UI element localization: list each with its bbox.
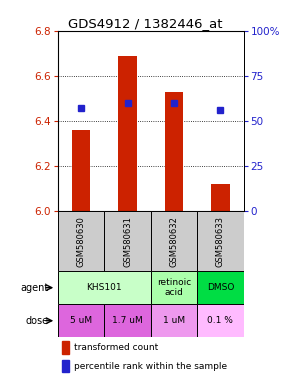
Bar	[165, 91, 183, 211]
Bar	[58, 304, 104, 337]
Bar	[58, 271, 151, 304]
Text: GSM580630: GSM580630	[77, 216, 86, 266]
Text: GDS4912 / 1382446_at: GDS4912 / 1382446_at	[68, 17, 222, 30]
Text: dose: dose	[26, 316, 49, 326]
Text: agent: agent	[21, 283, 49, 293]
Text: GSM580632: GSM580632	[169, 216, 179, 266]
Text: 0.1 %: 0.1 %	[207, 316, 233, 325]
Text: 5 uM: 5 uM	[70, 316, 92, 325]
Text: KHS101: KHS101	[87, 283, 122, 292]
Bar	[62, 360, 69, 372]
Bar	[151, 271, 197, 304]
Bar	[104, 211, 151, 271]
Bar	[211, 184, 230, 211]
Bar	[151, 211, 197, 271]
Text: 1 uM: 1 uM	[163, 316, 185, 325]
Text: transformed count: transformed count	[75, 343, 159, 352]
Text: GSM580631: GSM580631	[123, 216, 132, 266]
Bar	[151, 304, 197, 337]
Bar	[62, 341, 69, 354]
Bar	[72, 130, 90, 211]
Bar	[104, 304, 151, 337]
Text: GSM580633: GSM580633	[216, 215, 225, 266]
Bar	[197, 304, 244, 337]
Bar	[58, 211, 104, 271]
Text: 1.7 uM: 1.7 uM	[112, 316, 143, 325]
Text: DMSO: DMSO	[207, 283, 234, 292]
Bar	[118, 56, 137, 211]
Text: percentile rank within the sample: percentile rank within the sample	[75, 362, 228, 371]
Text: retinoic
acid: retinoic acid	[157, 278, 191, 297]
Bar	[197, 271, 244, 304]
Bar	[197, 211, 244, 271]
